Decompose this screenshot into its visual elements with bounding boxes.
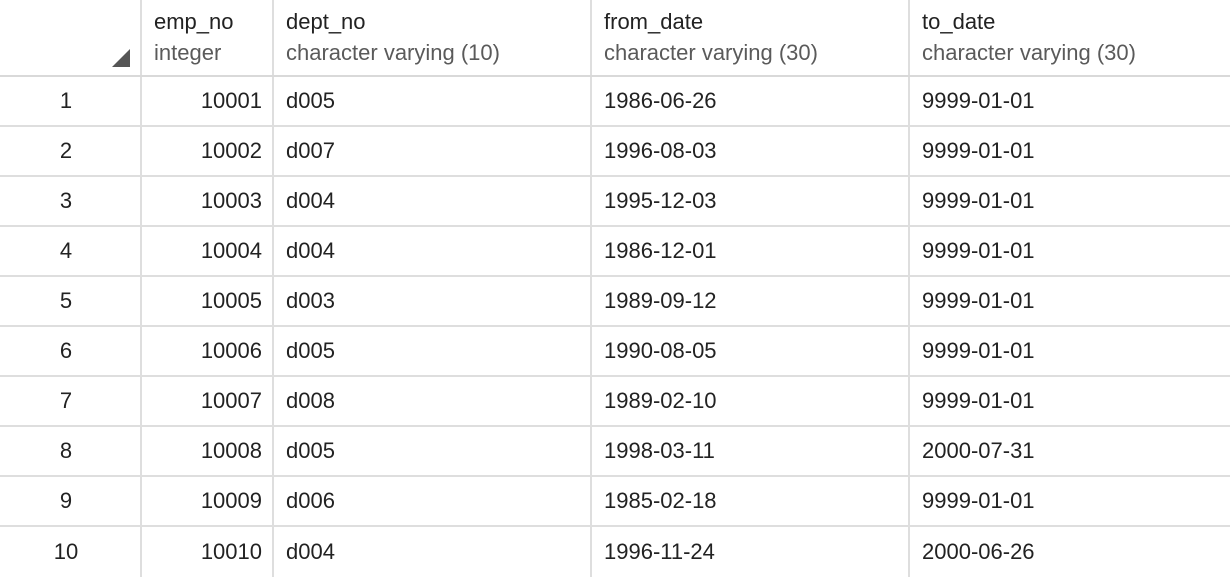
column-name: from_date bbox=[604, 8, 704, 34]
column-name: to_date bbox=[922, 8, 996, 34]
cell-to-date[interactable]: 9999-01-01 bbox=[922, 238, 1035, 263]
row-number[interactable]: 8 bbox=[0, 427, 142, 475]
cell-from-date[interactable]: 1989-02-10 bbox=[592, 377, 910, 425]
column-header-emp-no[interactable]: emp_no integer bbox=[142, 0, 274, 75]
row-number[interactable]: 5 bbox=[0, 277, 142, 325]
cell-dept-no[interactable]: d004 bbox=[274, 227, 592, 275]
cell-dept-no[interactable]: d005 bbox=[274, 327, 592, 375]
table-row[interactable]: 5 10005 d003 1989-09-12 9999-01-01 bbox=[0, 277, 1230, 327]
select-all-corner[interactable] bbox=[0, 0, 142, 75]
cell-to-date[interactable]: 9999-01-01 bbox=[922, 138, 1035, 163]
row-number[interactable]: 4 bbox=[0, 227, 142, 275]
cell-emp-no[interactable]: 10002 bbox=[142, 127, 274, 175]
cell-to-date[interactable]: 9999-01-01 bbox=[922, 188, 1035, 213]
column-type: character varying (30) bbox=[922, 39, 1136, 65]
cell-from-date[interactable]: 1986-06-26 bbox=[592, 77, 910, 125]
cell-emp-no[interactable]: 10010 bbox=[142, 527, 274, 577]
column-header-dept-no[interactable]: dept_no character varying (10) bbox=[274, 0, 592, 75]
cell-dept-no[interactable]: d005 bbox=[274, 77, 592, 125]
cell-dept-no[interactable]: d006 bbox=[274, 477, 592, 525]
column-type: character varying (10) bbox=[286, 39, 500, 65]
cell-from-date[interactable]: 1996-08-03 bbox=[592, 127, 910, 175]
cell-to-date[interactable]: 9999-01-01 bbox=[922, 388, 1035, 413]
cell-dept-no[interactable]: d004 bbox=[274, 177, 592, 225]
column-name: emp_no bbox=[154, 8, 234, 34]
cell-dept-no[interactable]: d005 bbox=[274, 427, 592, 475]
cell-emp-no[interactable]: 10004 bbox=[142, 227, 274, 275]
row-number[interactable]: 2 bbox=[0, 127, 142, 175]
cell-emp-no[interactable]: 10005 bbox=[142, 277, 274, 325]
cell-from-date[interactable]: 1990-08-05 bbox=[592, 327, 910, 375]
cell-emp-no[interactable]: 10006 bbox=[142, 327, 274, 375]
cell-to-date[interactable]: 9999-01-01 bbox=[922, 488, 1035, 513]
cell-dept-no[interactable]: d008 bbox=[274, 377, 592, 425]
table-row[interactable]: 7 10007 d008 1989-02-10 9999-01-01 bbox=[0, 377, 1230, 427]
select-all-triangle-icon[interactable] bbox=[112, 49, 130, 67]
grid-header: emp_no integer dept_no character varying… bbox=[0, 0, 1230, 77]
cell-from-date[interactable]: 1985-02-18 bbox=[592, 477, 910, 525]
column-type: integer bbox=[154, 39, 222, 65]
column-header-from-date[interactable]: from_date character varying (30) bbox=[592, 0, 910, 75]
row-number[interactable]: 6 bbox=[0, 327, 142, 375]
table-row[interactable]: 4 10004 d004 1986-12-01 9999-01-01 bbox=[0, 227, 1230, 277]
cell-to-date[interactable]: 9999-01-01 bbox=[922, 88, 1035, 113]
cell-to-date[interactable]: 2000-06-26 bbox=[922, 539, 1035, 564]
cell-from-date[interactable]: 1995-12-03 bbox=[592, 177, 910, 225]
cell-to-date[interactable]: 9999-01-01 bbox=[922, 338, 1035, 363]
row-number[interactable]: 1 bbox=[0, 77, 142, 125]
table-row[interactable]: 10 10010 d004 1996-11-24 2000-06-26 bbox=[0, 527, 1230, 577]
table-row[interactable]: 1 10001 d005 1986-06-26 9999-01-01 bbox=[0, 77, 1230, 127]
row-number[interactable]: 7 bbox=[0, 377, 142, 425]
table-row[interactable]: 6 10006 d005 1990-08-05 9999-01-01 bbox=[0, 327, 1230, 377]
cell-emp-no[interactable]: 10008 bbox=[142, 427, 274, 475]
cell-to-date[interactable]: 2000-07-31 bbox=[922, 438, 1035, 463]
table-row[interactable]: 3 10003 d004 1995-12-03 9999-01-01 bbox=[0, 177, 1230, 227]
column-type: character varying (30) bbox=[604, 39, 818, 65]
cell-emp-no[interactable]: 10007 bbox=[142, 377, 274, 425]
table-row[interactable]: 9 10009 d006 1985-02-18 9999-01-01 bbox=[0, 477, 1230, 527]
column-name: dept_no bbox=[286, 8, 366, 34]
cell-from-date[interactable]: 1998-03-11 bbox=[592, 427, 910, 475]
cell-from-date[interactable]: 1986-12-01 bbox=[592, 227, 910, 275]
table-row[interactable]: 8 10008 d005 1998-03-11 2000-07-31 bbox=[0, 427, 1230, 477]
row-number[interactable]: 9 bbox=[0, 477, 142, 525]
cell-dept-no[interactable]: d003 bbox=[274, 277, 592, 325]
cell-from-date[interactable]: 1996-11-24 bbox=[592, 527, 910, 577]
cell-emp-no[interactable]: 10003 bbox=[142, 177, 274, 225]
cell-to-date[interactable]: 9999-01-01 bbox=[922, 288, 1035, 313]
column-header-to-date[interactable]: to_date character varying (30) bbox=[910, 0, 1230, 75]
cell-dept-no[interactable]: d004 bbox=[274, 527, 592, 577]
row-number[interactable]: 10 bbox=[0, 527, 142, 577]
grid-body: 1 10001 d005 1986-06-26 9999-01-01 2 100… bbox=[0, 77, 1230, 577]
cell-from-date[interactable]: 1989-09-12 bbox=[592, 277, 910, 325]
cell-emp-no[interactable]: 10001 bbox=[142, 77, 274, 125]
cell-emp-no[interactable]: 10009 bbox=[142, 477, 274, 525]
row-number[interactable]: 3 bbox=[0, 177, 142, 225]
cell-dept-no[interactable]: d007 bbox=[274, 127, 592, 175]
table-row[interactable]: 2 10002 d007 1996-08-03 9999-01-01 bbox=[0, 127, 1230, 177]
